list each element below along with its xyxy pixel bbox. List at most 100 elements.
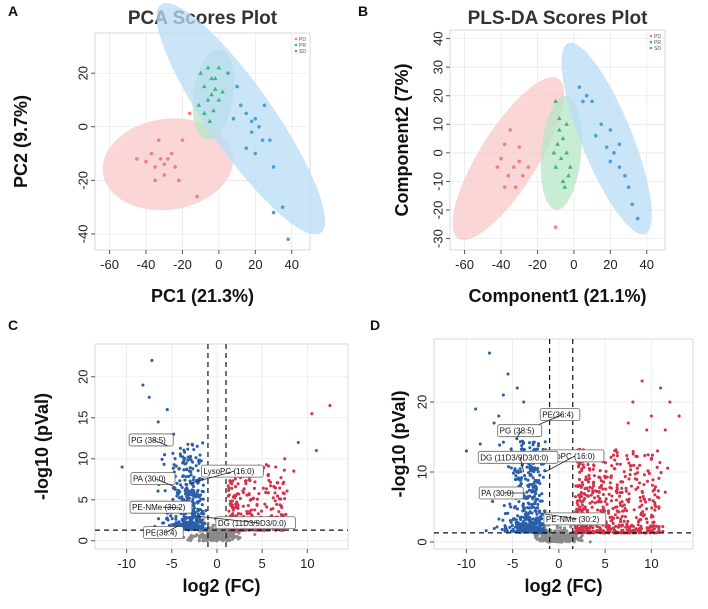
annotation: LysoPC (16:0) [189,464,264,484]
volcano-point [233,477,237,481]
volcano-point [163,453,167,457]
volcano-point [233,493,237,498]
volcano-point [186,447,190,451]
volcano-point [280,506,284,510]
volcano-point [653,501,657,505]
point-SD [257,124,261,129]
point-PR [216,65,222,70]
annotation: PG (38:5) [128,433,174,447]
volcano-point [635,455,639,459]
y-tick-label: 20 [76,370,91,384]
volcano-point [609,476,613,480]
volcano-point [573,525,577,529]
volcano-point [236,512,241,516]
volcano-point [631,400,635,404]
volcano-point [655,465,659,469]
x-tick-label: 0 [555,556,562,571]
point-SD [271,165,276,169]
volcano-point [204,509,208,513]
volcano-point [641,514,645,518]
volcano-point [268,484,273,488]
volcano-point [257,492,261,496]
volcano-point [586,494,590,498]
volcano-point [180,485,184,490]
volcano-point [170,517,174,521]
point-PR [560,178,566,184]
legend-marker-SD [649,46,653,50]
volcano-point [619,480,623,484]
volcano-point [536,534,540,538]
volcano-point [528,529,533,533]
volcano-point [574,534,578,539]
volcano-point [211,530,215,534]
point-PD [195,194,199,199]
y-axis-title: PC2 (9.7%) [11,95,31,188]
annotation-leader [197,515,258,524]
volcano-point [189,454,193,458]
annotation-label: PA (30:0) [481,489,514,498]
point-SD [280,205,285,209]
volcano-point [237,492,241,496]
volcano-point [515,507,520,511]
volcano-point [627,500,631,504]
volcano-point [221,530,225,534]
volcano-point [609,527,613,531]
volcano-point [528,510,532,514]
volcano-point [276,494,280,498]
volcano-point [623,506,627,510]
volcano-point [180,517,184,521]
legend-label-PR: PR [299,43,306,49]
volcano-point [628,464,632,468]
volcano-point [596,500,600,504]
volcano-point [533,509,537,513]
volcano-point [575,531,579,535]
volcano-point [631,450,635,454]
x-tick-label: 5 [602,556,609,571]
volcano-point [515,437,519,441]
volcano-point [652,527,656,531]
annotation-label: PE(36:4) [146,529,178,538]
point-SD [608,128,613,132]
volcano-point [597,490,601,494]
volcano-point [191,485,196,489]
volcano-point [626,421,630,425]
volcano-point [628,473,632,477]
volcano-point [622,503,627,507]
point-PD [502,142,507,147]
volcano-point [600,531,605,535]
legend-label-PD: PD [654,34,661,40]
point-PR [562,184,568,189]
y-tick-label: 10 [76,452,91,466]
volcano-point [197,539,201,543]
volcano-point [189,534,194,538]
volcano-point [584,524,588,528]
volcano-point [619,520,623,524]
volcano-point [269,507,273,511]
y-tick-label: -20 [431,201,446,220]
volcano-point [165,408,169,412]
volcano-point [229,503,233,507]
point-PR [202,110,207,115]
volcano-point [508,518,512,523]
volcano-point [266,472,270,476]
volcano-point [282,468,286,472]
volcano-point [527,516,531,520]
volcano-point [641,510,645,514]
volcano-point [591,467,595,471]
point-PR [220,89,225,94]
point-PD [162,162,167,167]
point-PD [180,138,185,142]
volcano-point [521,503,525,508]
volcano-point [543,440,547,444]
point-PD [508,128,512,132]
volcano-point [195,490,199,494]
y-tick-label: -20 [76,171,91,190]
volcano-point [634,487,638,491]
volcano-point [615,491,619,495]
volcano-point [598,496,602,501]
volcano-point [615,486,619,490]
volcano-point [233,496,237,500]
volcano-point [281,491,285,495]
volcano-point [198,453,202,457]
volcano-point [577,527,581,531]
